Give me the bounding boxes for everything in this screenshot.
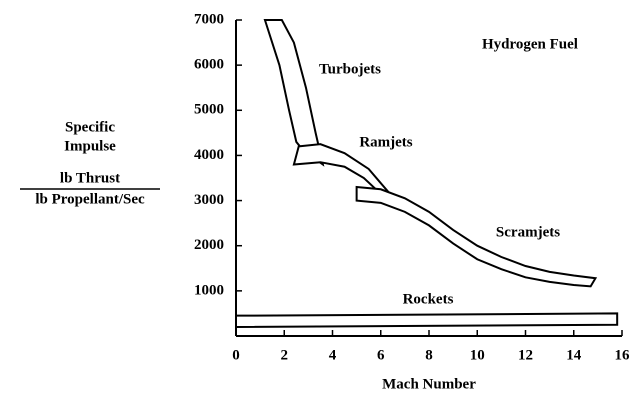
x-tick-label: 12 [518, 347, 533, 363]
band [355, 185, 598, 288]
y-tick-label: 3000 [194, 192, 224, 208]
y-axis-label: Impulse [64, 138, 116, 154]
y-axis-label: Specific [65, 119, 115, 135]
y-tick-label: 2000 [194, 237, 224, 253]
band [292, 143, 390, 195]
y-tick-label: 1000 [194, 282, 224, 298]
x-tick-label: 4 [329, 347, 337, 363]
y-tick-label: 6000 [194, 57, 224, 73]
y-tick-label: 5000 [194, 102, 224, 118]
series-label: Ramjets [359, 134, 412, 150]
annotation: Hydrogen Fuel [482, 36, 578, 52]
x-tick-label: 8 [425, 347, 433, 363]
series-label: Rockets [403, 291, 454, 307]
x-tick-label: 2 [281, 347, 289, 363]
x-tick-label: 6 [377, 347, 385, 363]
band [235, 312, 619, 328]
y-units-numerator: lb Thrust [60, 170, 120, 186]
y-units-denominator: lb Propellant/Sec [35, 191, 145, 207]
band [263, 19, 325, 167]
y-tick-label: 4000 [194, 147, 224, 163]
series-label: Scramjets [496, 224, 560, 240]
x-tick-label: 16 [615, 347, 631, 363]
series-label: Turbojets [319, 61, 381, 77]
x-tick-label: 0 [232, 347, 240, 363]
x-tick-label: 14 [566, 347, 582, 363]
x-tick-label: 10 [470, 347, 485, 363]
x-axis-label: Mach Number [382, 376, 476, 392]
y-tick-label: 7000 [194, 11, 224, 27]
